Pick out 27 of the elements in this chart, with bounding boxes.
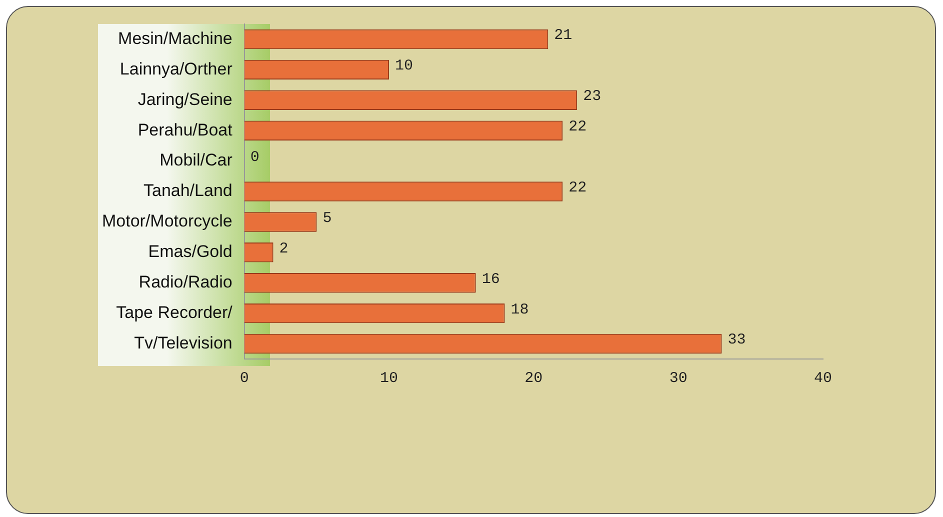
data-label: 5 [322,210,332,227]
y-tick-label: Perahu/Boat [138,120,233,140]
data-label: 23 [583,88,602,106]
data-label: 16 [482,270,500,288]
x-tick-label: 30 [669,370,688,387]
data-label: 18 [510,301,529,318]
data-label: 2 [279,240,288,258]
y-tick-label: Tanah/Land [143,181,232,200]
data-label: 10 [395,58,414,75]
y-tick-label: Mesin/Machine [118,28,232,48]
x-tick-label: 10 [380,370,398,387]
y-tick-label: Jaring/Seine [138,90,232,109]
data-label: 0 [250,149,260,166]
x-tick-label: 20 [524,370,543,387]
data-label: 33 [728,332,746,349]
y-tick-label: Motor/Motorcycle [102,212,232,231]
y-tick-label: Tape Recorder/ [116,303,233,322]
x-tick-label: 0 [240,370,249,387]
y-tick-label: Tv/Television [134,333,232,352]
y-tick-label: Radio/Radio [138,272,232,292]
x-tick-label: 40 [814,370,832,387]
y-tick-label: Lainnya/Orther [120,59,233,78]
data-label: 22 [568,179,587,196]
data-label: 22 [568,118,587,136]
data-label: 21 [554,27,572,44]
y-tick-label: Mobil/Car [160,150,233,170]
y-tick-label: Emas/Gold [148,242,232,262]
